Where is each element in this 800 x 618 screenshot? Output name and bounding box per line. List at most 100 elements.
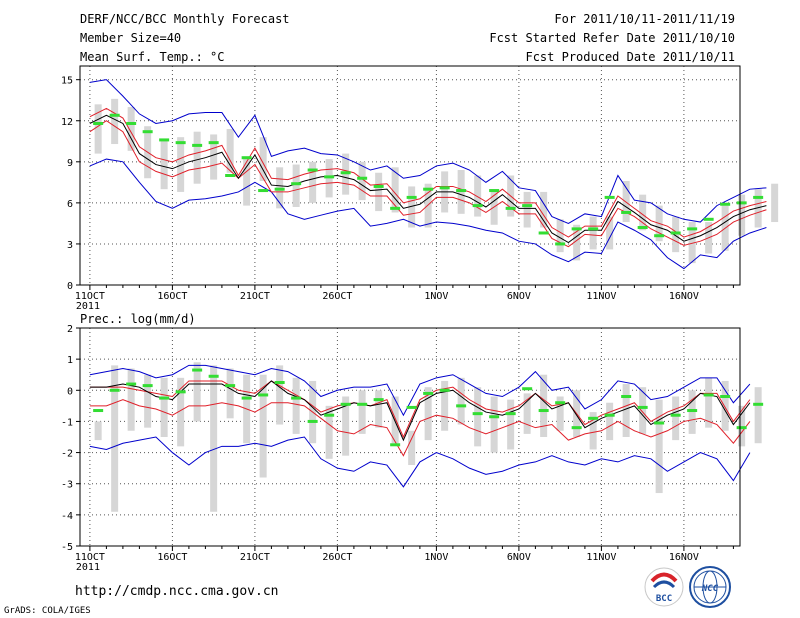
min-line	[89, 79, 767, 224]
x-tick-label: 11OCT	[75, 291, 105, 302]
ensemble-marker	[307, 168, 318, 172]
y-tick-label: -3	[61, 480, 73, 491]
ensemble-marker	[621, 210, 632, 214]
ensemble-marker	[604, 413, 615, 417]
y-tick-label: -4	[61, 511, 73, 522]
mean-line	[89, 114, 767, 244]
mean-line	[89, 380, 751, 442]
member-range-bar	[721, 380, 729, 431]
min-line	[89, 364, 751, 417]
plot-frame	[79, 327, 741, 547]
ensemble-marker	[670, 231, 681, 235]
ensemble-marker	[604, 195, 615, 199]
ensemble-marker	[241, 156, 252, 160]
start-date: Fcst Started Refer Date 2011/10/10	[489, 31, 735, 45]
bcc-logo-text: BCC	[656, 594, 672, 604]
member-range-bar	[523, 191, 531, 228]
ensemble-marker	[687, 409, 698, 413]
ensemble-marker	[637, 405, 648, 409]
ensemble-marker	[456, 189, 467, 193]
x-tick-label: 11NOV	[586, 291, 616, 302]
y-tick-label: 1	[67, 355, 73, 366]
ensemble-marker	[720, 395, 731, 399]
member-range-bar	[622, 180, 630, 223]
member-range-bar	[259, 374, 267, 478]
y-tick-label: -2	[61, 449, 73, 460]
member-range-bar	[111, 98, 119, 145]
y-tick-label: 6	[67, 199, 73, 210]
x-tick-label: 26OCT	[322, 291, 352, 302]
member-range-bar	[589, 412, 597, 450]
member-range-bar	[540, 191, 548, 228]
ensemble-marker	[654, 234, 665, 238]
ensemble-marker	[225, 384, 236, 388]
member-range-bar	[342, 396, 350, 456]
member-range-bar	[226, 128, 234, 173]
ensemble-marker	[324, 413, 335, 417]
ensemble-marker	[687, 227, 698, 231]
ensemble-marker	[390, 443, 401, 447]
ensemble-marker	[703, 393, 714, 397]
lower-line	[89, 380, 751, 439]
member-range-bar	[754, 189, 762, 228]
member-range-bar	[391, 396, 399, 444]
member-range-bar	[441, 380, 449, 431]
y-tick-label: -1	[61, 417, 73, 428]
ensemble-marker	[456, 404, 467, 408]
x-tick-label: 26OCT	[322, 552, 352, 563]
x-tick-label: 6NOV	[507, 552, 531, 563]
member-range-bar	[292, 164, 300, 207]
ensemble-marker	[522, 204, 533, 208]
ensemble-marker	[142, 384, 153, 388]
ensemble-marker	[274, 187, 285, 191]
member-range-bar	[457, 377, 465, 425]
ensemble-marker	[637, 226, 648, 230]
member-range-bar	[408, 186, 416, 228]
member-range-bar	[688, 390, 696, 434]
member-range-bar	[127, 368, 135, 431]
ensemble-marker	[753, 402, 764, 406]
member-range-bar	[375, 172, 383, 212]
ensemble-marker	[489, 189, 500, 193]
ensemble-marker	[324, 175, 335, 179]
bcc-logo: BCC	[644, 567, 684, 607]
ensemble-marker	[175, 390, 186, 394]
x-tick-label: 16NOV	[669, 552, 699, 563]
source-url[interactable]: http://cmdp.ncc.cma.gov.cn	[75, 584, 279, 599]
ensemble-marker	[192, 368, 203, 372]
member-range-bar	[259, 137, 267, 181]
member-range-bar	[589, 216, 597, 250]
x-tick-label: 11NOV	[586, 552, 616, 563]
ensemble-marker	[291, 182, 302, 186]
y-tick-label: 15	[61, 76, 73, 87]
precip-label: Prec.: log(mm/d)	[80, 312, 196, 326]
ensemble-marker	[373, 398, 384, 402]
member-range-bar	[276, 365, 284, 425]
ensemble-marker	[571, 227, 582, 231]
ensemble-marker	[439, 388, 450, 392]
ensemble-marker	[654, 421, 665, 425]
member-range-bar	[523, 393, 531, 434]
member-range-bar	[738, 194, 746, 236]
ensemble-marker	[588, 227, 599, 231]
ensemble-marker	[126, 121, 137, 125]
ensemble-marker	[489, 415, 500, 419]
ensemble-marker	[472, 204, 483, 208]
precipitation-panel: -5 -4 -3 -2 -1 0 1 2 11OCT 16OCT 21OCT 26OCT 1NOV 6NO…	[61, 324, 764, 573]
ensemble-marker	[307, 419, 318, 423]
member-range-bar	[573, 224, 581, 261]
ensemble-marker	[93, 409, 104, 413]
member-range-bar	[94, 104, 102, 154]
ensemble-marker	[175, 141, 186, 145]
ensemble-marker	[357, 176, 368, 180]
year-label: 2011	[76, 562, 100, 573]
member-range-bar	[705, 377, 713, 428]
ensemble-marker	[357, 402, 368, 406]
member-range-bar	[606, 216, 614, 250]
member-range-bar	[144, 374, 152, 428]
member-range-bar	[325, 405, 333, 459]
member-range-bar	[622, 384, 630, 437]
member-range-bar	[672, 396, 680, 441]
ensemble-marker	[505, 412, 516, 416]
y-tick-label: 0	[67, 281, 73, 292]
